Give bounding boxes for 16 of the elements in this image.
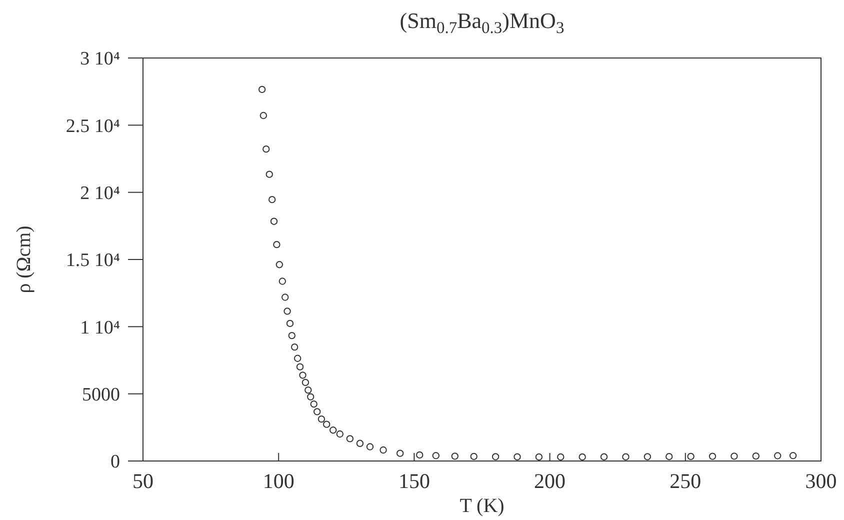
x-axis-title: T (K): [460, 495, 504, 517]
x-tick-label: 100: [262, 469, 294, 493]
x-tick-label: 300: [805, 469, 837, 493]
y-tick-label: 1.5 10⁴: [66, 250, 120, 272]
y-tick-label: 5000: [82, 384, 120, 406]
y-tick-label: 2.5 10⁴: [66, 116, 120, 137]
x-tick-label: 200: [534, 469, 566, 493]
y-tick-label: 2 10⁴: [80, 182, 120, 204]
x-tick-label: 150: [398, 469, 430, 493]
chart-title: (Sm$_{0.7}$Ba$_{0.3}$)MnO$_{3}$: [400, 8, 564, 38]
y-tick-label: 0: [110, 452, 120, 473]
y-tick-label: 1 10⁴: [80, 317, 120, 338]
x-tick-label: 250: [670, 469, 702, 493]
x-tick-label: 50: [132, 469, 154, 493]
y-axis-title: ρ (Ωcm): [13, 226, 35, 294]
y-tick-label: 3 10⁴: [80, 48, 120, 70]
